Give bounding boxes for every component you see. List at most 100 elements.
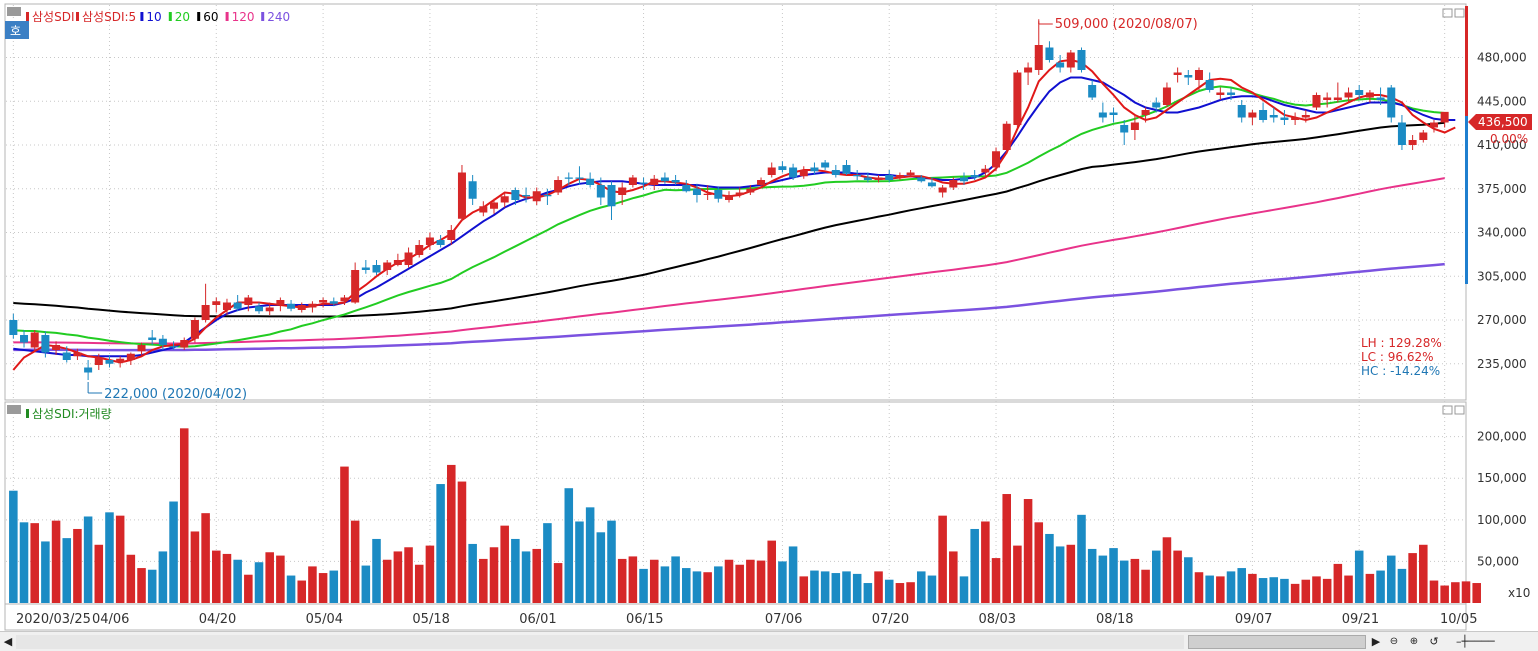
- candle-body: [692, 188, 701, 195]
- candle-body: [831, 170, 840, 175]
- volume-maximize-icon[interactable]: [1442, 405, 1453, 415]
- candle-body: [9, 320, 18, 335]
- volume-bar: [297, 580, 307, 603]
- candle-body: [1002, 123, 1011, 150]
- candle-body: [190, 320, 199, 339]
- zoom-out-icon[interactable]: ⊖: [1389, 636, 1399, 647]
- candle-body: [639, 182, 648, 184]
- candle-body: [52, 345, 61, 350]
- scroll-track[interactable]: [16, 635, 1184, 649]
- volume-panel-controls[interactable]: [1442, 405, 1465, 415]
- volume-bar: [73, 528, 82, 603]
- chart-canvas[interactable]: 호 삼성SDI 삼성SDI:5 10 20 60 120 240 삼성SDI:거래량 509…: [0, 0, 1538, 631]
- close-icon[interactable]: [1454, 8, 1465, 18]
- volume-bar: [585, 507, 595, 603]
- candle-body: [479, 206, 488, 213]
- volume-bar: [1397, 568, 1407, 603]
- candle-body: [73, 352, 82, 357]
- volume-bar: [169, 501, 178, 603]
- volume-axis-label: 200,000: [1477, 430, 1527, 444]
- volume-bar: [1440, 585, 1449, 603]
- volume-bar: [147, 569, 157, 603]
- date-label: 07/20: [872, 612, 909, 627]
- volume-bar: [1045, 533, 1054, 603]
- reset-icon[interactable]: ↺: [1429, 635, 1439, 648]
- volume-bar: [265, 552, 274, 603]
- legend-swatch: [225, 12, 229, 21]
- volume-close-icon[interactable]: [1454, 405, 1465, 415]
- candle-body: [949, 180, 958, 188]
- candle-body: [927, 182, 936, 187]
- volume-bar: [286, 575, 296, 603]
- candle-body: [1013, 72, 1022, 125]
- candle-body: [703, 193, 712, 195]
- volume-bar: [1002, 494, 1011, 603]
- candle-body: [1077, 50, 1086, 70]
- current-price-box: [1468, 114, 1532, 130]
- volume-bar: [414, 564, 424, 603]
- date-label: 04/06: [92, 612, 129, 627]
- candle-body: [148, 337, 157, 340]
- candle-body: [201, 305, 210, 320]
- volume-bar: [1344, 575, 1353, 603]
- chart-scrollbar[interactable]: ◀ ▶ ⊖ ⊕ ↺ –┼────: [0, 631, 1538, 651]
- date-label: 06/15: [626, 612, 663, 627]
- candle-body: [682, 185, 691, 192]
- candle-body: [169, 346, 178, 348]
- volume-bar: [83, 516, 93, 603]
- zoom-slider[interactable]: –┼────: [1456, 635, 1495, 648]
- price-panel: [4, 3, 1467, 401]
- left-badge-box[interactable]: [5, 21, 29, 39]
- price-panel-controls[interactable]: [1442, 8, 1465, 18]
- panel-menu-icon[interactable]: [7, 7, 21, 16]
- legend-label: 20: [175, 10, 190, 24]
- volume-bar: [1173, 550, 1182, 603]
- candle-body: [297, 305, 306, 310]
- candle-body: [490, 202, 499, 209]
- scroll-thumb[interactable]: [1188, 635, 1366, 649]
- candle-body: [543, 195, 552, 197]
- candle-body: [1173, 72, 1182, 75]
- volume-bar: [94, 544, 104, 603]
- volume-bar: [447, 464, 456, 603]
- zoom-in-icon[interactable]: ⊕: [1409, 636, 1419, 647]
- legend-swatch: [140, 12, 144, 21]
- legend-label: 120: [232, 10, 255, 24]
- volume-bar: [991, 558, 1001, 603]
- volume-bar: [1205, 575, 1214, 603]
- ma120-line: [13, 177, 1445, 345]
- volume-bar: [308, 566, 317, 603]
- volume-bar: [607, 520, 616, 603]
- candle-body: [959, 177, 968, 182]
- scroll-left-icon[interactable]: ◀: [3, 635, 13, 648]
- candle-body: [1301, 115, 1310, 118]
- candle-body: [660, 177, 669, 182]
- volume-bar: [329, 570, 339, 603]
- candle-body: [1291, 117, 1300, 120]
- date-axis-labels: 2020/03/25 04/06 04/20 05/04 05/18 06/01 06/15…: [16, 612, 1477, 627]
- volume-bar: [617, 558, 627, 603]
- volume-bar: [1013, 545, 1022, 603]
- candle-body: [1141, 110, 1150, 115]
- candle-body: [671, 180, 680, 183]
- candle-body: [799, 170, 808, 177]
- scroll-right-icon[interactable]: ▶: [1371, 635, 1381, 648]
- volume-bar: [19, 522, 29, 603]
- volume-bar: [553, 563, 563, 603]
- maximize-icon[interactable]: [1442, 8, 1453, 18]
- low-annotation-text: 222,000 (2020/04/02): [104, 387, 247, 402]
- candle-body: [94, 357, 103, 365]
- volume-bar: [1194, 572, 1204, 603]
- candle-body: [1034, 45, 1043, 70]
- candle-body: [1066, 52, 1075, 68]
- volume-bar: [1472, 583, 1481, 603]
- candle-body: [1280, 117, 1289, 120]
- candle-body: [212, 301, 221, 305]
- date-label: 08/03: [979, 612, 1016, 627]
- candle-body: [1248, 112, 1257, 118]
- volume-bar: [1130, 558, 1140, 603]
- volume-axis-label: 50,000: [1477, 554, 1519, 568]
- candle-body: [1333, 97, 1342, 100]
- volume-panel-menu-icon[interactable]: [7, 405, 21, 414]
